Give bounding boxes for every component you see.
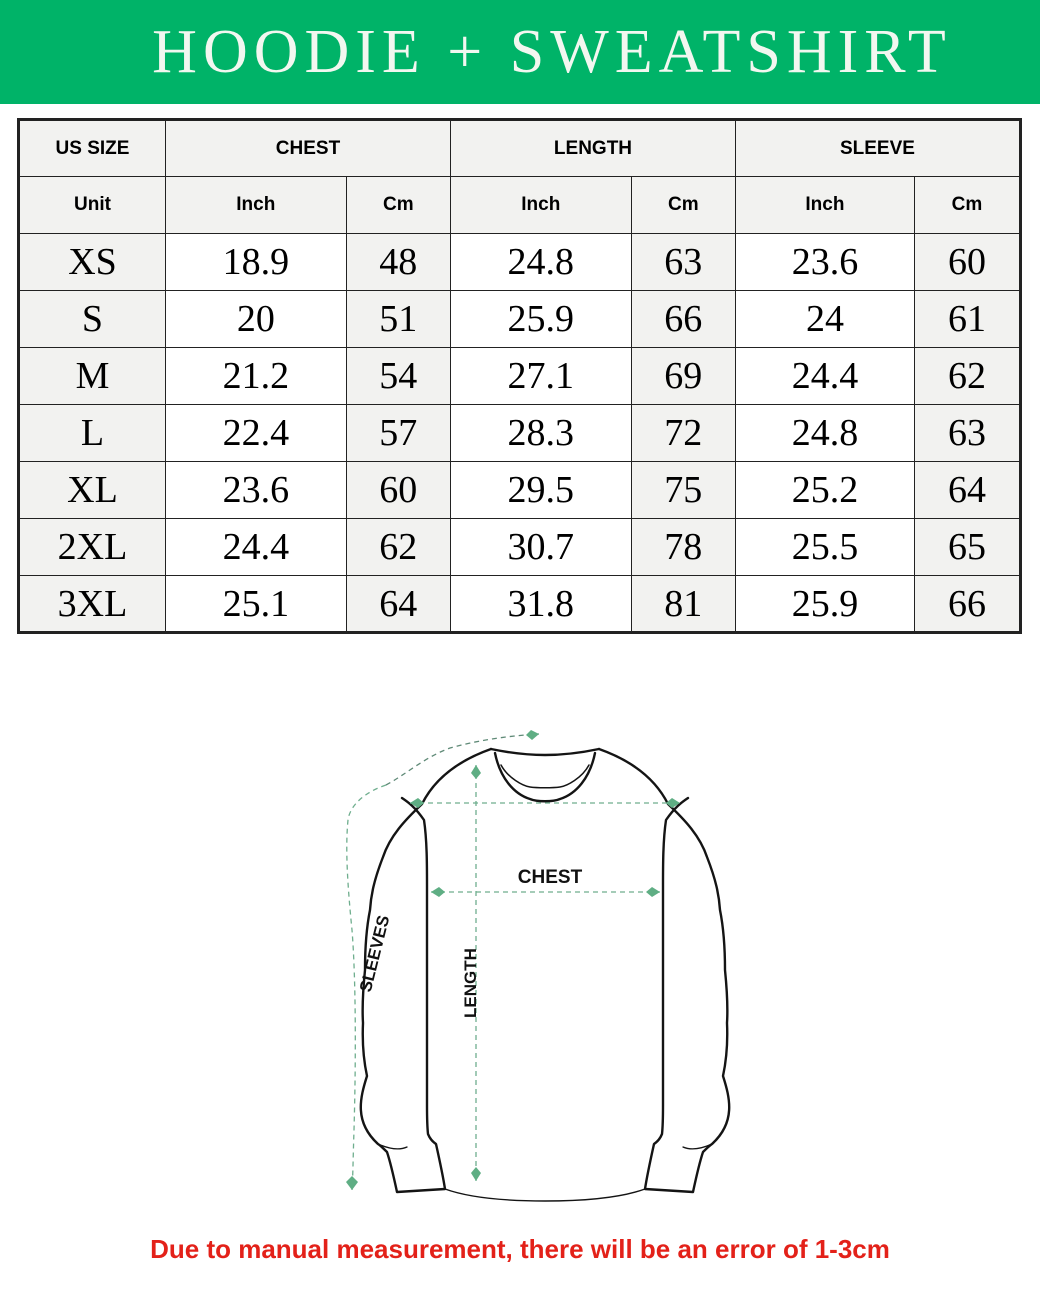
svg-text:LENGTH: LENGTH (461, 948, 480, 1018)
svg-text:CHEST: CHEST (518, 867, 583, 888)
svg-text:SLEEVES: SLEEVES (356, 913, 393, 994)
